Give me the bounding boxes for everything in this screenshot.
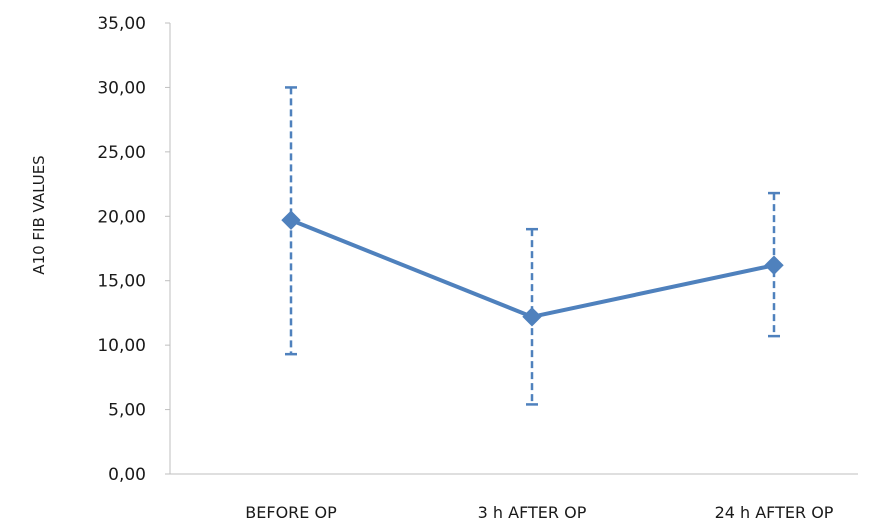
y-tick-label: 10,00 [97, 336, 146, 356]
x-category-label: 24 h AFTER OP [715, 503, 834, 522]
y-tick-label: 35,00 [97, 14, 146, 34]
y-axis-title: A10 FIB VALUES [30, 155, 48, 274]
y-tick-label: 25,00 [97, 143, 146, 163]
y-tick-label: 0,00 [108, 465, 146, 485]
y-tick-label: 15,00 [97, 272, 146, 292]
data-point-marker [522, 307, 542, 327]
x-category-label: BEFORE OP [245, 503, 337, 522]
x-category-label: 3 h AFTER OP [478, 503, 587, 522]
y-tick-label: 30,00 [97, 78, 146, 98]
data-point-marker [764, 255, 784, 275]
data-point-marker [281, 210, 301, 230]
y-tick-label: 5,00 [108, 401, 146, 421]
y-tick-label: 20,00 [97, 207, 146, 227]
